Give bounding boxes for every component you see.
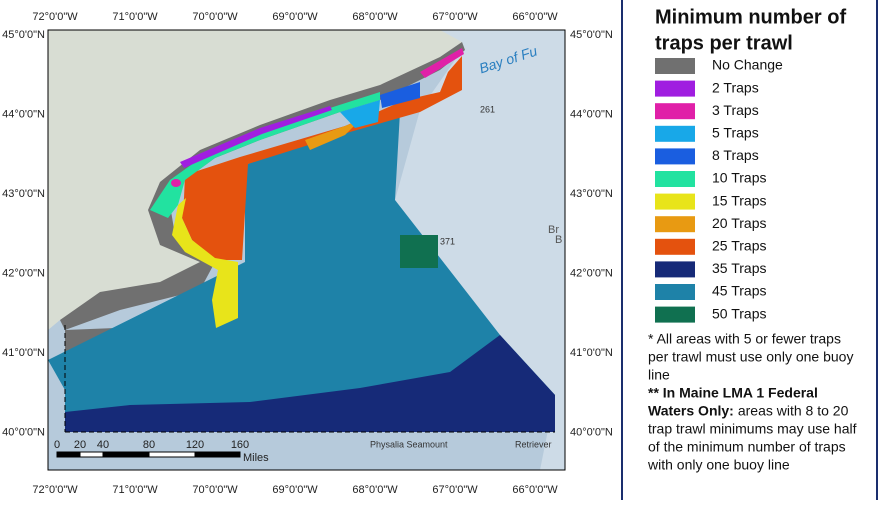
legend-swatch [655,216,695,233]
legend-swatch [655,148,695,165]
lon-label: 69°0'0"W [272,484,318,496]
lon-label: 68°0'0"W [352,11,398,23]
legend-label: 10 Traps [712,170,766,186]
legend-swatch [655,58,695,74]
legend-title: Minimum number of [655,6,846,28]
legend-title: traps per trawl [655,32,793,54]
map [47,29,566,471]
legend-label: 15 Traps [712,192,766,208]
legend-swatch [655,238,695,255]
zone [172,198,238,328]
note: Waters Only: [648,403,734,419]
scale-label: 160 [231,439,249,451]
place-label: Retriever [515,439,552,449]
legend-swatch [655,193,695,210]
place-label: 261 [480,104,495,114]
lon-label: 67°0'0"W [432,11,478,23]
legend-swatch [655,80,695,97]
zone [171,179,181,187]
lat-label: 43°0'0"N [2,188,45,200]
zone [305,120,360,150]
lat-label: 41°0'0"N [2,347,45,359]
lon-label: 70°0'0"W [192,484,238,496]
lat-label: 40°0'0"N [2,426,45,438]
scale-label: 120 [186,439,204,451]
lat-label: 45°0'0"N [570,29,613,41]
place-label: Br [548,224,559,236]
deep-ocean [395,30,565,470]
legend-label: 50 Traps [712,305,766,321]
scale-label: 80 [143,439,155,451]
legend-swatch [655,306,695,323]
zone [400,235,438,268]
lon-label: 72°0'0"W [32,484,78,496]
legend-label: 5 Traps [712,125,759,141]
lon-label: 66°0'0"W [512,11,558,23]
legend-label: 3 Traps [712,102,759,118]
place-label: 371 [440,236,455,246]
legend-label: 45 Traps [712,283,766,299]
note: * All areas with 5 or fewer traps [648,331,841,347]
zone [180,106,332,168]
legend-swatch [655,261,695,278]
lat-label: 44°0'0"N [570,108,613,120]
map-frame [47,29,566,471]
zone [182,56,462,260]
lon-label: 72°0'0"W [32,11,78,23]
lon-label: 71°0'0"W [112,11,158,23]
zone [150,92,380,218]
legend-label: 8 Traps [712,147,759,163]
lat-label: 45°0'0"N [2,29,45,41]
lon-label: 66°0'0"W [512,484,558,496]
legend-swatch [655,103,695,120]
lat-label: 40°0'0"N [570,426,613,438]
legend-label: 20 Traps [712,215,766,231]
place-label: Physalia Seamount [370,439,448,449]
note: of the minimum number of traps [648,439,846,455]
lon-label: 68°0'0"W [352,484,398,496]
legend-label: 25 Traps [712,238,766,254]
land [48,30,462,330]
legend-label: 2 Traps [712,79,759,95]
legend-label: 35 Traps [712,260,766,276]
lon-label: 69°0'0"W [272,11,318,23]
lon-label: 70°0'0"W [192,11,238,23]
zone [420,48,464,78]
scale-bar [56,451,241,458]
scale-label: 0 [54,439,60,451]
zone [340,100,380,128]
lon-label: 71°0'0"W [112,484,158,496]
legend-label: No Change [712,57,783,73]
zone [48,112,555,432]
lat-label: 44°0'0"N [2,108,45,120]
lat-label: 42°0'0"N [2,267,45,279]
legend-swatch [655,171,695,187]
legend-swatch [655,125,695,142]
lat-label: 43°0'0"N [570,188,613,200]
note: trap trawl minimums may use half [648,421,857,437]
lat-label: 42°0'0"N [570,267,613,279]
note: with only one buoy line [647,457,790,473]
note: ** In Maine LMA 1 Federal [648,385,818,401]
zone [65,335,555,432]
lon-label: 67°0'0"W [432,484,478,496]
legend-swatch [655,284,695,300]
scale-label: 20 [74,439,86,451]
lat-label: 41°0'0"N [570,347,613,359]
zone [380,82,420,108]
place-label: B [555,234,562,246]
scale-label: 40 [97,439,109,451]
note: areas with 8 to 20 [738,403,849,419]
note: line [648,367,670,383]
scale-unit: Miles [243,452,269,464]
note: per trawl must use only one buoy [648,349,853,365]
